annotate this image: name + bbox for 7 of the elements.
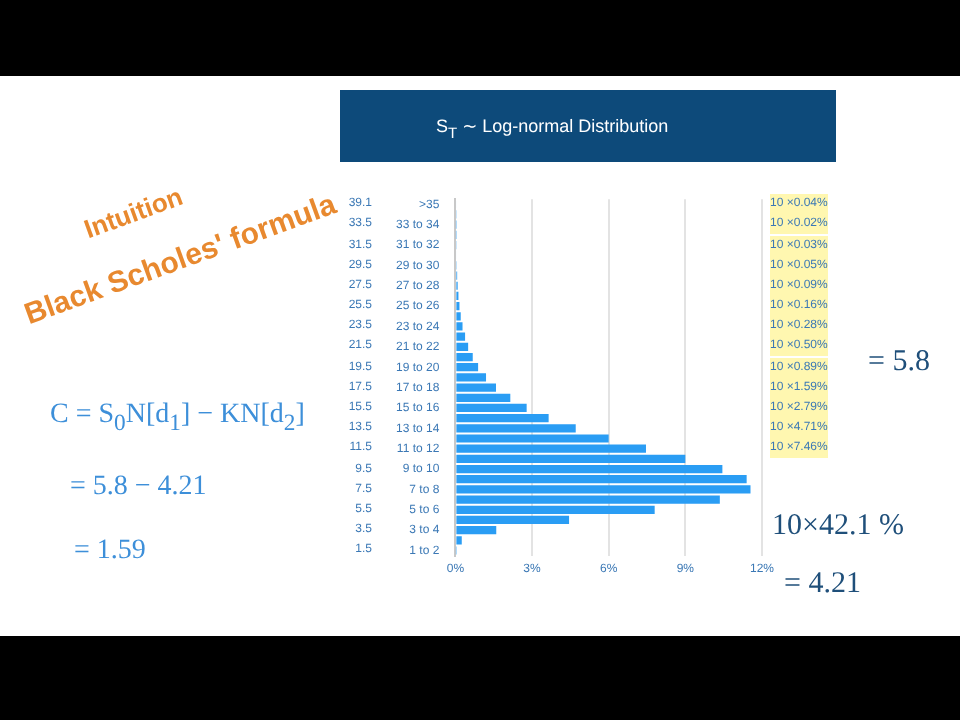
text: = 5.8 − 4.21	[70, 472, 207, 504]
text: = 5.8	[868, 346, 930, 380]
chart-title: S$_{T}$ ∼ Log-normal Distribution	[340, 90, 836, 162]
text: = 4.21	[784, 568, 861, 602]
text: C = S$_{0}$N[d$_{1}$] − KN[d$_{2}$]	[50, 400, 305, 436]
text: 10×42.1 %	[772, 510, 904, 544]
text: = 1.59	[74, 536, 146, 568]
